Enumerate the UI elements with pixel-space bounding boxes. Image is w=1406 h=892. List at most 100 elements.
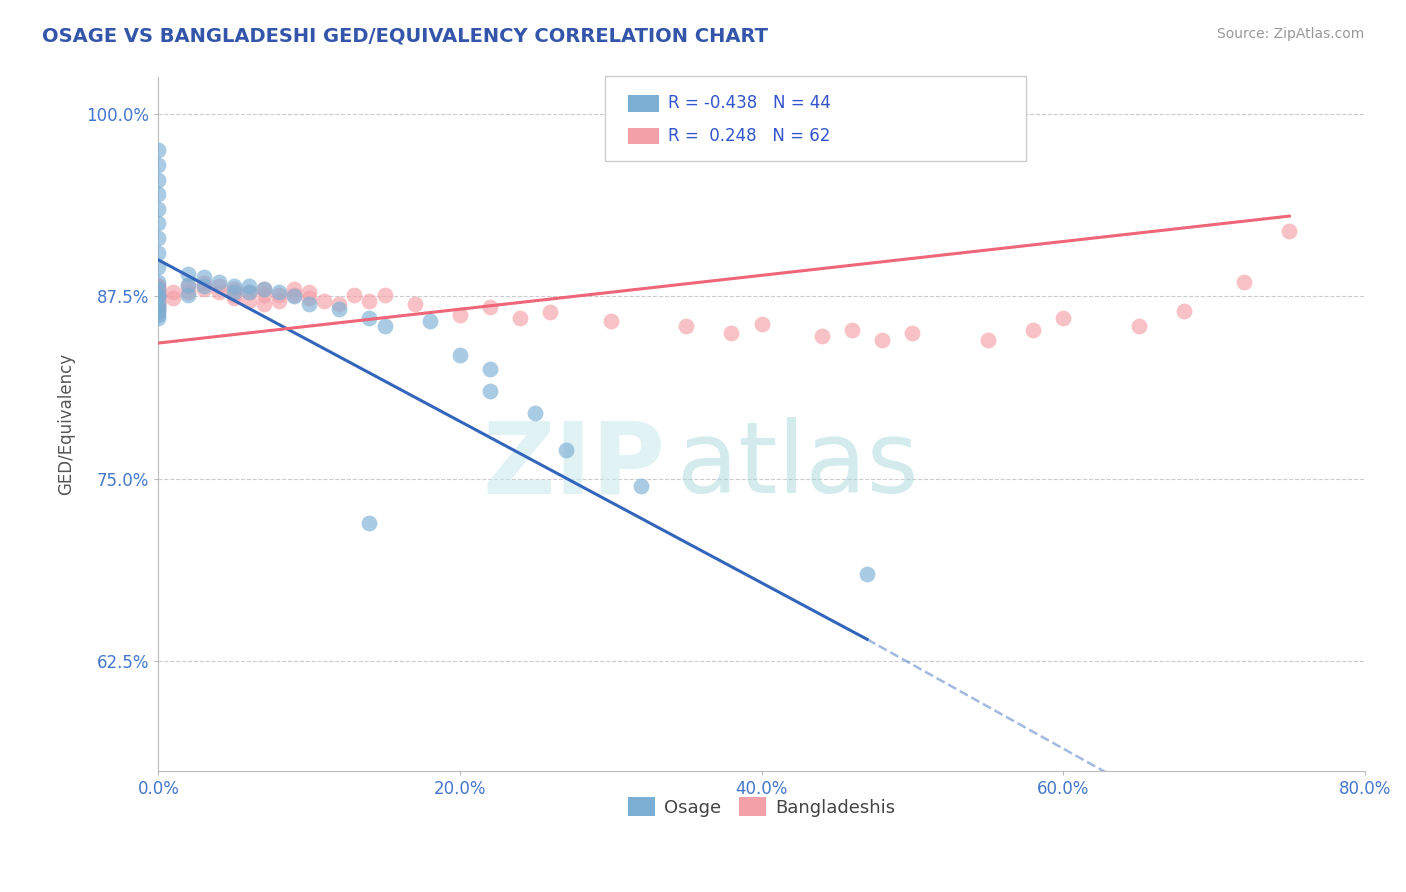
Text: R = -0.438   N = 44: R = -0.438 N = 44 [668, 95, 831, 112]
Point [148, 293, 170, 308]
Point [222, 285, 245, 299]
Point [283, 289, 305, 303]
Point [1278, 224, 1301, 238]
Point [283, 282, 305, 296]
Point [253, 282, 276, 296]
Point [841, 323, 863, 337]
Point [148, 289, 170, 303]
Point [148, 172, 170, 186]
Text: Source: ZipAtlas.com: Source: ZipAtlas.com [1216, 27, 1364, 41]
Point [222, 291, 245, 305]
Point [449, 348, 471, 362]
Point [870, 333, 893, 347]
Point [148, 285, 170, 299]
Point [509, 311, 531, 326]
Point [222, 282, 245, 296]
Point [148, 305, 170, 319]
Point [328, 302, 350, 317]
Point [193, 279, 215, 293]
Point [479, 362, 502, 376]
Point [901, 326, 924, 340]
Point [148, 296, 170, 310]
Point [193, 270, 215, 285]
Point [253, 288, 276, 302]
Point [208, 279, 231, 293]
Point [238, 285, 260, 299]
Point [148, 279, 170, 293]
Point [162, 285, 184, 299]
Point [267, 288, 290, 302]
Point [148, 187, 170, 202]
Point [538, 305, 561, 319]
Point [238, 293, 260, 308]
Point [238, 279, 260, 293]
Point [359, 516, 381, 530]
Point [630, 479, 652, 493]
Point [148, 282, 170, 296]
Point [328, 296, 350, 310]
Point [148, 300, 170, 314]
Point [148, 279, 170, 293]
Y-axis label: GED/Equivalency: GED/Equivalency [58, 353, 75, 495]
Point [208, 285, 231, 299]
Point [404, 296, 426, 310]
Text: ZIP: ZIP [482, 417, 665, 514]
Point [148, 275, 170, 289]
Point [1052, 311, 1074, 326]
Point [298, 285, 321, 299]
Point [148, 304, 170, 318]
Point [148, 296, 170, 310]
Point [524, 406, 547, 420]
Point [148, 288, 170, 302]
Point [148, 293, 170, 308]
Point [1128, 318, 1150, 333]
Point [148, 231, 170, 245]
Point [162, 291, 184, 305]
Point [373, 318, 395, 333]
Point [177, 268, 200, 282]
Point [148, 289, 170, 303]
Point [373, 288, 395, 302]
Point [222, 288, 245, 302]
Point [419, 314, 441, 328]
Point [298, 291, 321, 305]
Point [148, 309, 170, 323]
Text: OSAGE VS BANGLADESHI GED/EQUIVALENCY CORRELATION CHART: OSAGE VS BANGLADESHI GED/EQUIVALENCY COR… [42, 27, 768, 45]
Point [675, 318, 697, 333]
Point [1173, 304, 1195, 318]
Point [298, 296, 321, 310]
Point [267, 293, 290, 308]
Point [148, 282, 170, 296]
Point [222, 279, 245, 293]
Point [1233, 275, 1256, 289]
Point [193, 277, 215, 291]
Point [554, 442, 576, 457]
Point [449, 309, 471, 323]
Point [977, 333, 1000, 347]
Point [148, 245, 170, 260]
Point [343, 288, 366, 302]
Point [148, 296, 170, 310]
Point [148, 144, 170, 158]
Point [148, 202, 170, 216]
Point [267, 285, 290, 299]
Point [720, 326, 742, 340]
Point [253, 282, 276, 296]
Point [148, 216, 170, 230]
Point [856, 566, 879, 581]
Text: R =  0.248   N = 62: R = 0.248 N = 62 [668, 127, 830, 145]
Point [238, 285, 260, 299]
Point [359, 311, 381, 326]
Point [283, 288, 305, 302]
Point [148, 158, 170, 172]
Point [314, 293, 336, 308]
Point [811, 328, 834, 343]
Point [253, 296, 276, 310]
Point [177, 279, 200, 293]
Point [148, 260, 170, 275]
Point [148, 300, 170, 314]
Point [148, 302, 170, 317]
Point [479, 384, 502, 399]
Point [148, 311, 170, 326]
Text: atlas: atlas [678, 417, 918, 514]
